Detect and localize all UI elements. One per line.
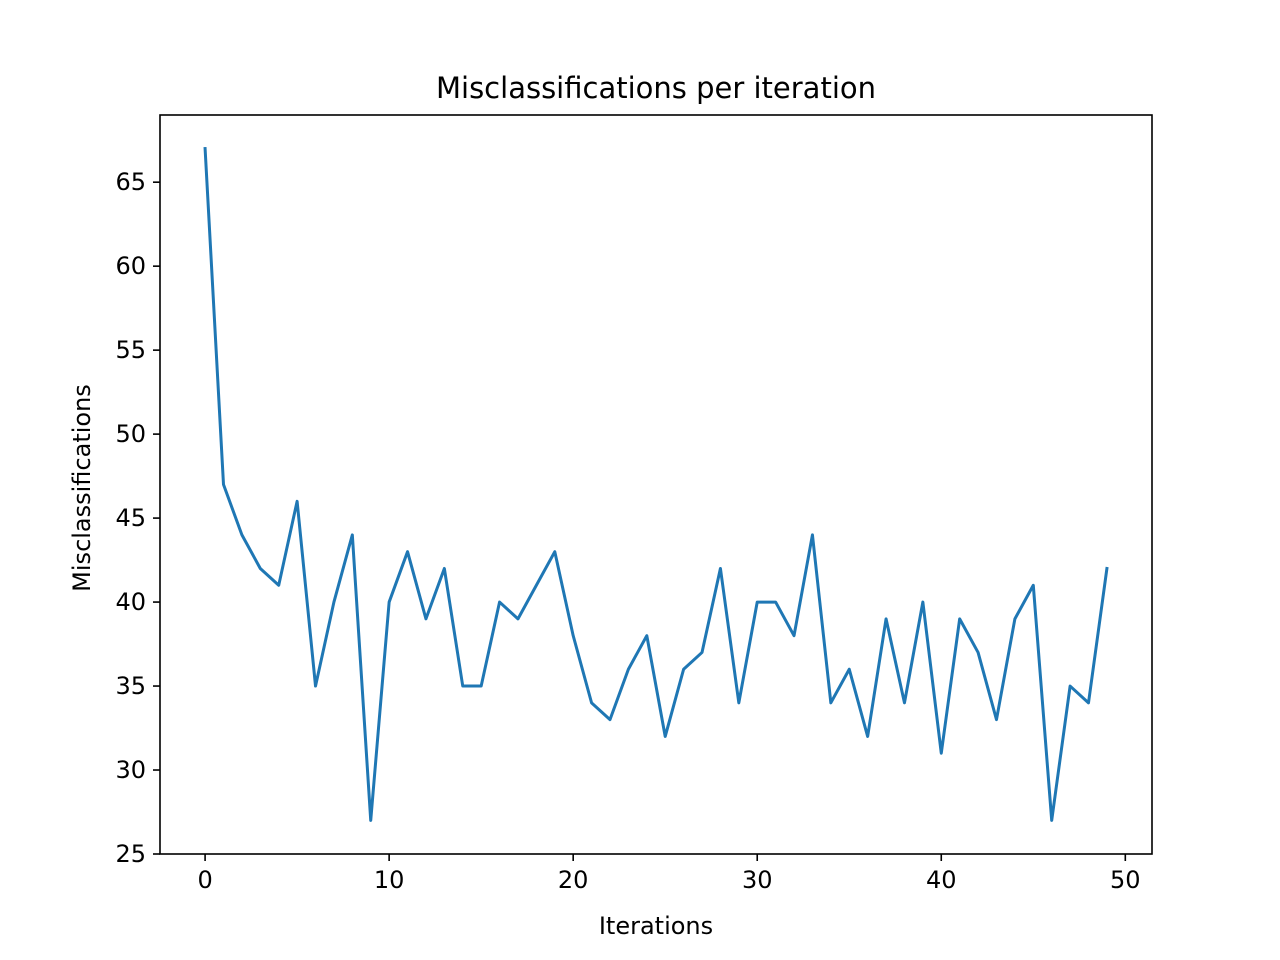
y-axis-ticks: 25 30 35 40 45 50 55 60 65 — [115, 168, 160, 868]
x-tick-label: 10 — [374, 866, 405, 894]
y-tick-label: 45 — [115, 504, 146, 532]
x-tick-label: 0 — [197, 866, 212, 894]
x-tick-label: 20 — [558, 866, 589, 894]
y-axis-title: Misclassifications — [68, 384, 96, 592]
y-tick-label: 60 — [115, 252, 146, 280]
x-axis-ticks: 0 10 20 30 40 50 — [197, 854, 1141, 894]
chart-title: Misclassifications per iteration — [436, 71, 876, 105]
y-tick-label: 25 — [115, 840, 146, 868]
x-tick-label: 40 — [926, 866, 957, 894]
x-tick-label: 50 — [1110, 866, 1141, 894]
y-tick-label: 35 — [115, 672, 146, 700]
y-tick-label: 30 — [115, 756, 146, 784]
x-tick-label: 30 — [742, 866, 773, 894]
y-tick-label: 65 — [115, 168, 146, 196]
y-tick-label: 40 — [115, 588, 146, 616]
series-line — [203, 147, 1109, 822]
y-tick-label: 55 — [115, 336, 146, 364]
plot-area — [160, 115, 1152, 854]
x-axis-title: Iterations — [599, 912, 713, 940]
y-tick-label: 50 — [115, 420, 146, 448]
plot-frame — [159, 114, 1153, 855]
